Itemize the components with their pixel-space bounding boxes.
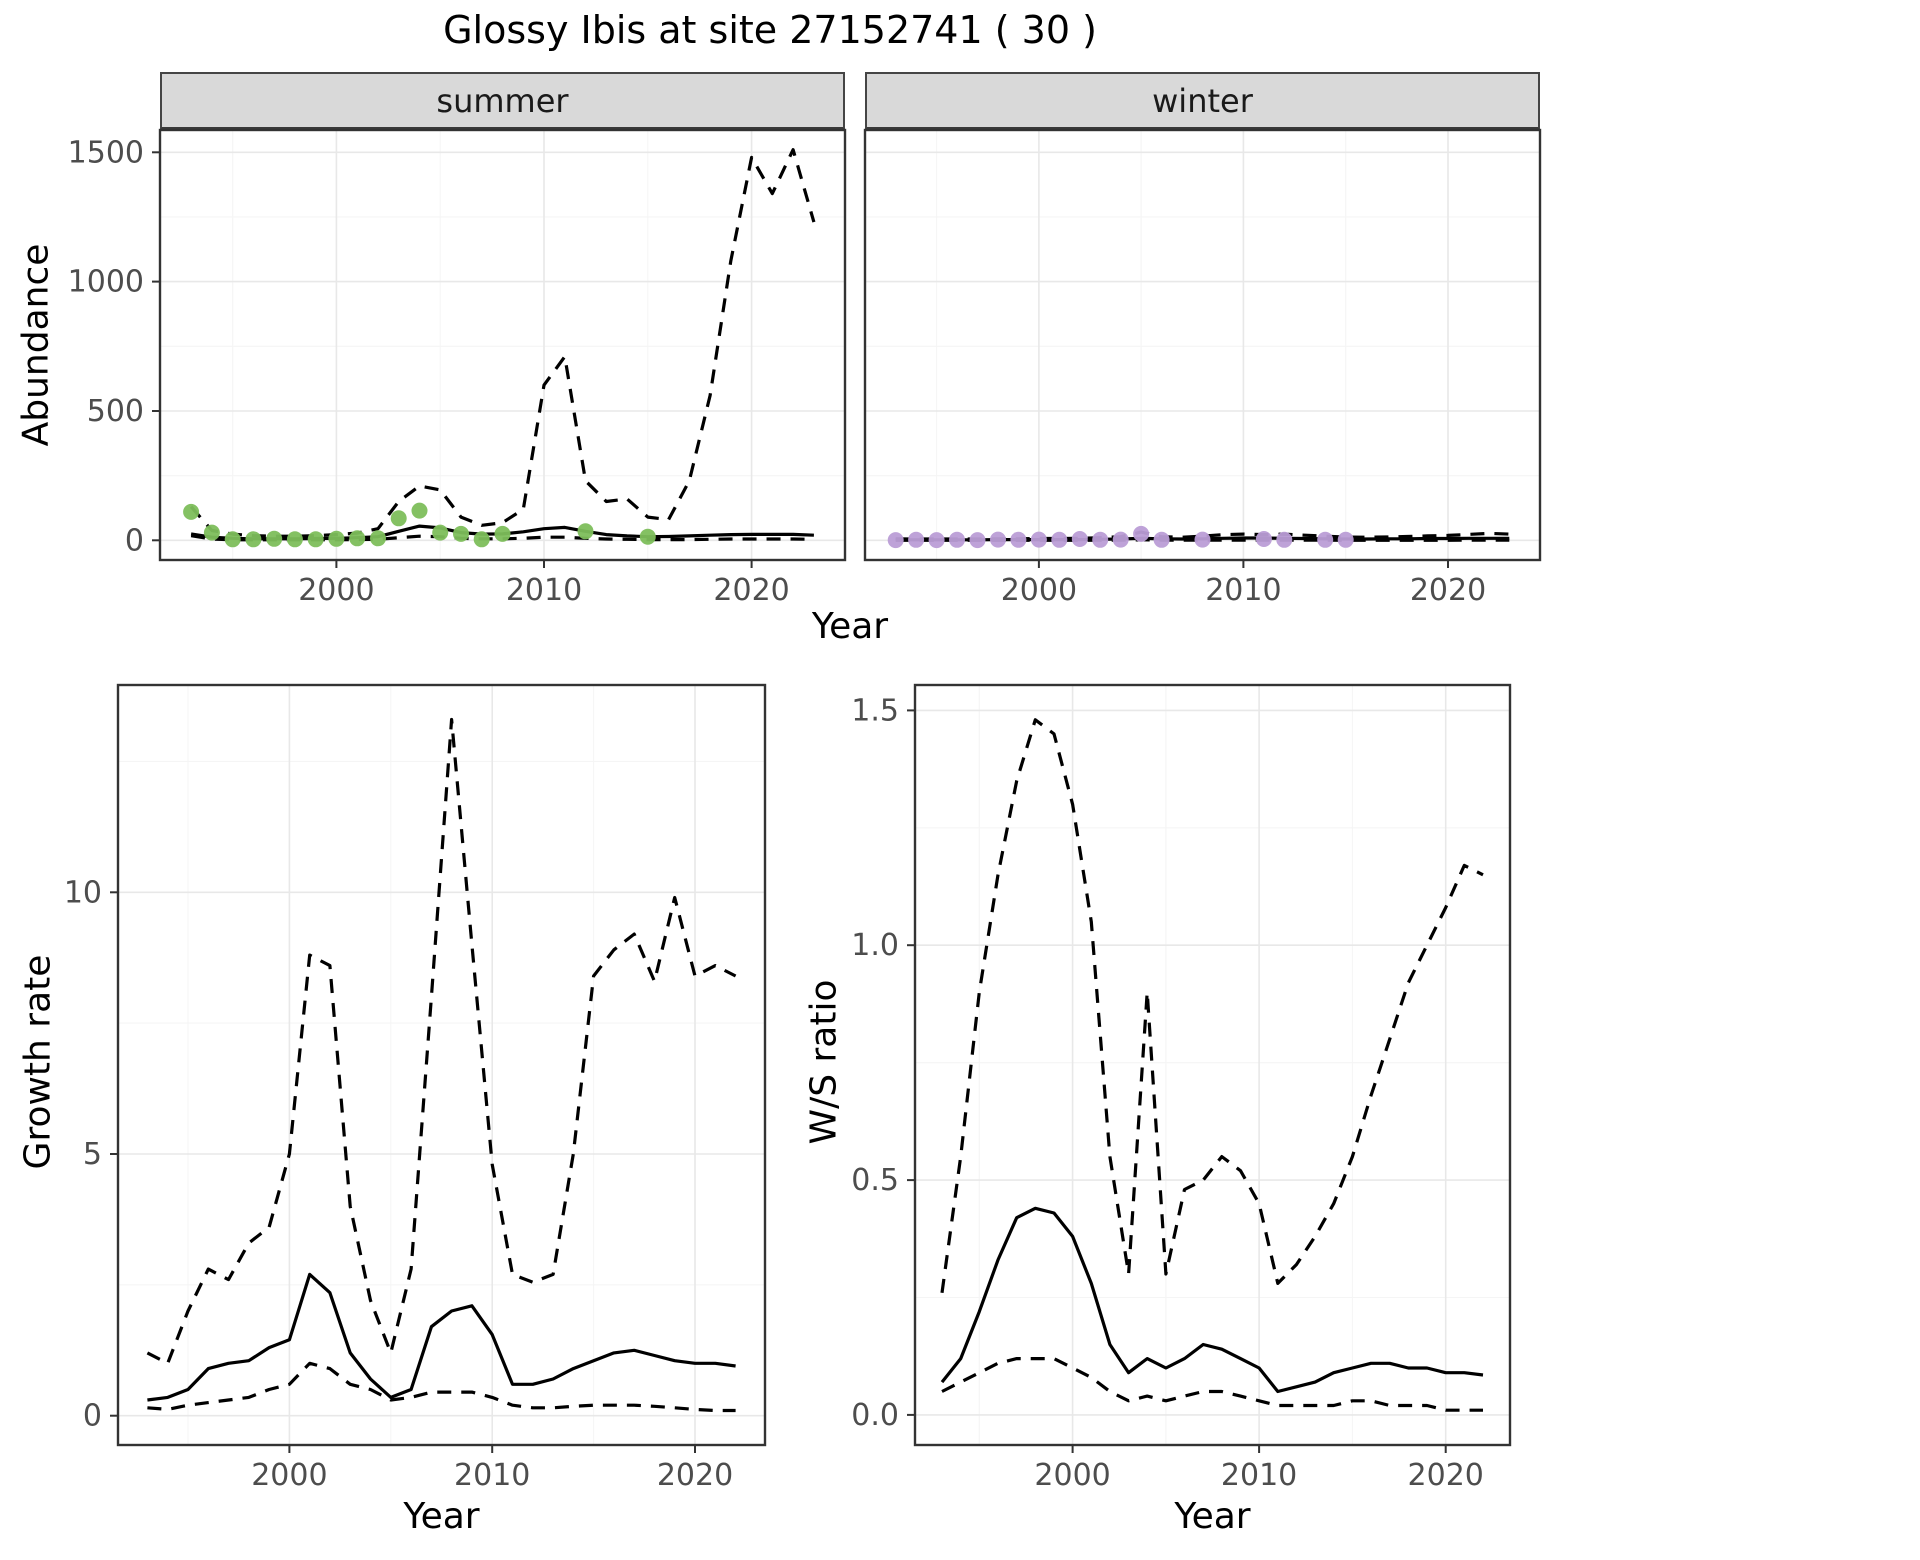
top-year-axis-label: Year: [811, 606, 889, 647]
svg-text:1.5: 1.5: [851, 693, 899, 728]
svg-text:2020: 2020: [657, 1458, 733, 1493]
ws-year-axis-label: Year: [1174, 1496, 1251, 1537]
svg-text:2010: 2010: [1205, 573, 1281, 608]
svg-text:10: 10: [64, 875, 102, 910]
facet-strip-winter: winter: [865, 72, 1540, 130]
facet-strip-summer-label: summer: [436, 81, 569, 120]
ws-ratio-panel: 2000 2010 2020 0.0 0.5 1.0 1.5: [851, 683, 1512, 1493]
svg-text:2010: 2010: [454, 1458, 530, 1493]
facet-strip-winter-label: winter: [1152, 81, 1253, 120]
abundance-axis-label: Abundance: [15, 243, 57, 447]
svg-text:1500: 1500: [68, 135, 144, 170]
svg-text:2000: 2000: [251, 1458, 327, 1493]
svg-text:0.0: 0.0: [851, 1398, 899, 1433]
svg-text:0: 0: [83, 1399, 102, 1434]
svg-text:2000: 2000: [1034, 1458, 1110, 1493]
svg-text:500: 500: [87, 394, 144, 429]
svg-text:2020: 2020: [713, 573, 789, 608]
svg-text:0: 0: [125, 523, 144, 558]
svg-text:1.0: 1.0: [851, 928, 899, 963]
svg-text:2020: 2020: [1408, 1458, 1484, 1493]
growth-rate-panel: 2000 2010 2020 0 5 10: [64, 683, 767, 1493]
svg-text:2010: 2010: [506, 573, 582, 608]
winter-abundance-panel: 2000 2010 2020: [863, 128, 1542, 608]
summer-abundance-panel: 2000 2010 2020 0 500 1000 1500: [68, 128, 847, 608]
growth-year-axis-label: Year: [403, 1496, 480, 1537]
svg-text:2000: 2000: [1001, 573, 1077, 608]
svg-text:2020: 2020: [1410, 573, 1486, 608]
svg-text:1000: 1000: [68, 265, 144, 300]
ws-ratio-axis-label: W/S ratio: [803, 979, 845, 1145]
svg-text:0.5: 0.5: [851, 1163, 899, 1198]
svg-text:2010: 2010: [1221, 1458, 1297, 1493]
chart-title: Glossy Ibis at site 27152741 ( 30 ): [443, 8, 1097, 52]
growth-rate-axis-label: Growth rate: [17, 954, 59, 1170]
svg-text:2000: 2000: [298, 573, 374, 608]
svg-text:5: 5: [83, 1137, 102, 1172]
facet-strip-summer: summer: [160, 72, 845, 130]
